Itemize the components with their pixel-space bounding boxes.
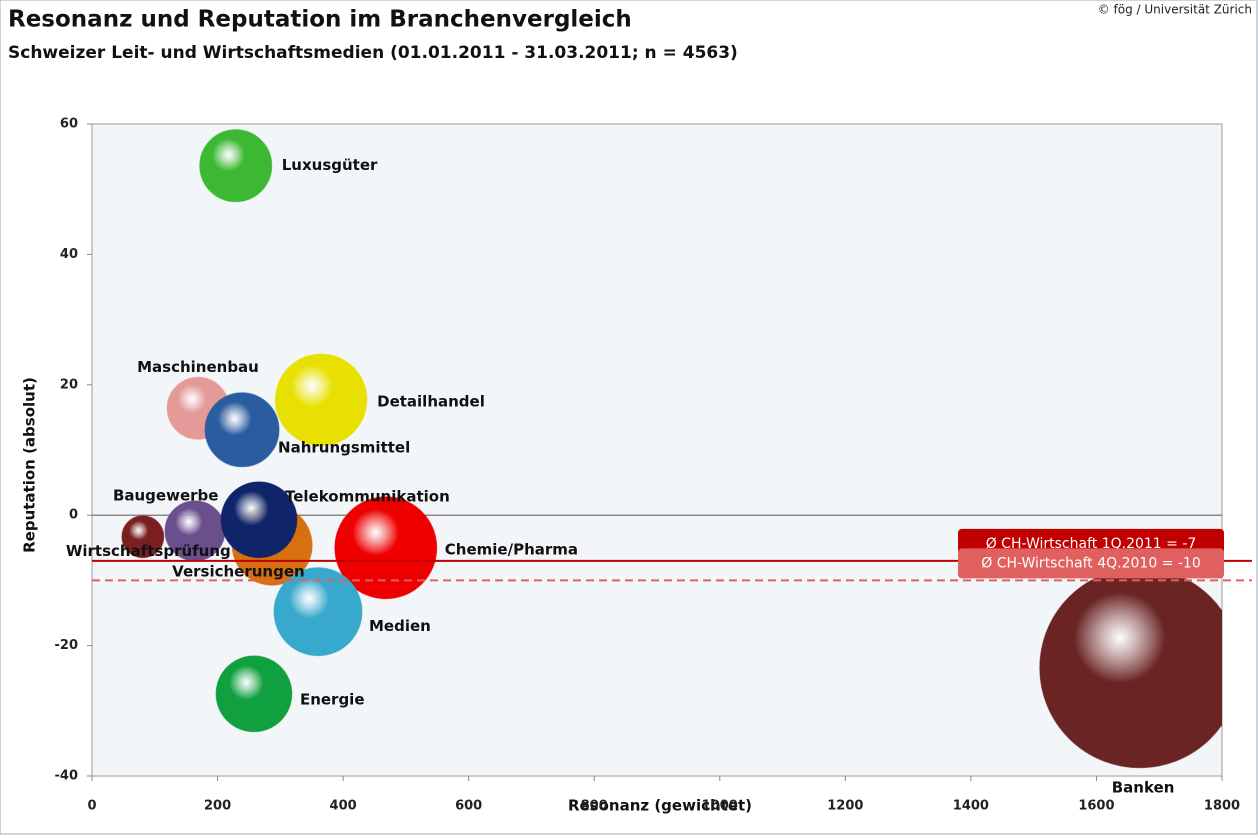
bubble-label: Medien (369, 617, 431, 635)
bubble-label: Chemie/Pharma (445, 540, 578, 558)
bubbles (121, 129, 1222, 769)
bubble (121, 515, 165, 559)
x-axis-title: Resonanz (gewichtet) (568, 797, 752, 815)
bubble-label: Wirtschaftsprüfung (66, 542, 231, 560)
bubble (204, 392, 280, 468)
x-tick-label: 400 (330, 799, 357, 814)
y-tick-label: -40 (55, 769, 79, 784)
y-tick-label: 60 (60, 117, 78, 132)
x-tick-label: 1400 (953, 799, 989, 814)
bubble (273, 567, 363, 657)
bubble (334, 496, 438, 600)
y-tick-label: 20 (60, 377, 78, 392)
chart-subtitle: Schweizer Leit- und Wirtschaftsmedien (0… (8, 43, 738, 63)
y-tick-label: 40 (60, 247, 78, 262)
bubble (220, 481, 298, 559)
bubble (1039, 567, 1222, 769)
bubble-label: Telekommunikation (285, 487, 450, 505)
bubble-label: Maschinenbau (137, 358, 259, 376)
bubble-labels: Luxusgüter Maschinenbau Detailhandel Nahrun… (66, 156, 1175, 796)
bubble (274, 353, 368, 447)
bubble-label: Banken (1112, 778, 1175, 796)
x-tick-label: 600 (455, 799, 482, 814)
source: © fög / Universität Zürich (1098, 3, 1252, 17)
x-tick-label: 200 (204, 799, 231, 814)
bubble-label: Detailhandel (377, 392, 485, 410)
y-axis-title: Reputation (absolut) (21, 377, 39, 553)
bubble (199, 129, 273, 203)
x-tick-label: 1800 (1204, 799, 1240, 814)
y-tick-label: 0 (69, 508, 78, 523)
x-tick-label: 1600 (1078, 799, 1114, 814)
reference-label-box (958, 548, 1224, 579)
reference-label: Ø CH-Wirtschaft 4Q.2010 = -10 (981, 555, 1201, 571)
x-tick-label: 0 (87, 799, 96, 814)
y-tick-label: -20 (55, 638, 79, 653)
x-tick-label: 1000 (702, 799, 738, 814)
bubble-label: Luxusgüter (282, 156, 378, 174)
reference-label: Ø CH-Wirtschaft 1Q.2011 = -7 (986, 536, 1197, 552)
bubble-label: Energie (300, 690, 365, 708)
x-tick-label: 1200 (827, 799, 863, 814)
bubble-label: Nahrungsmittel (278, 438, 410, 456)
bubble (215, 655, 293, 733)
x-tick-label: 800 (581, 799, 608, 814)
chart-title: Resonanz und Reputation im Branchenvergl… (8, 7, 632, 33)
bubble-label: Versicherungen (172, 563, 305, 581)
bubble-label: Baugewerbe (113, 486, 218, 504)
